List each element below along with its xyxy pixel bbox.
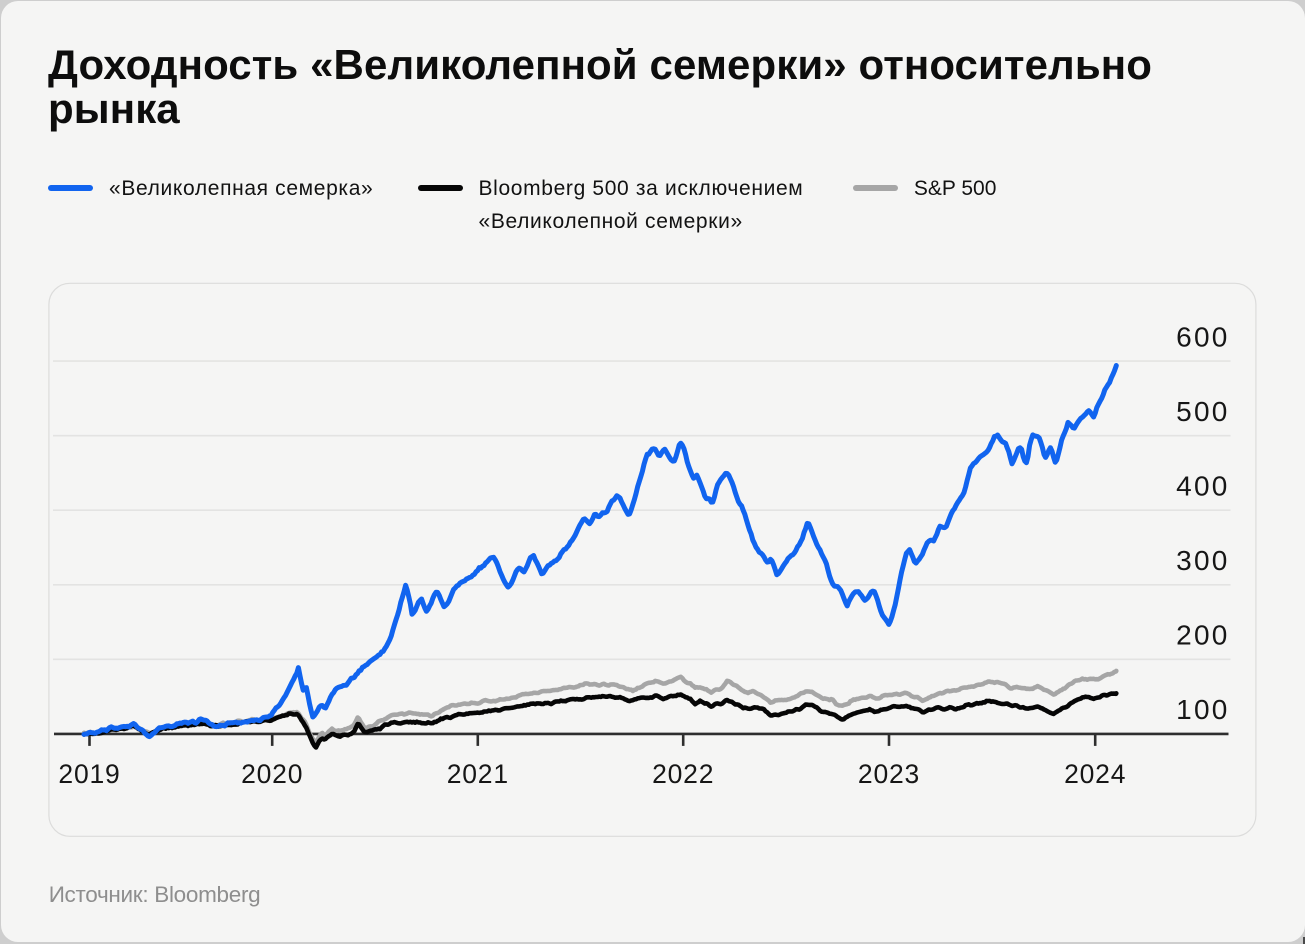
svg-text:2023: 2023 [858,759,920,789]
svg-text:2022: 2022 [652,759,714,789]
svg-text:200: 200 [1176,620,1229,651]
svg-text:300: 300 [1176,545,1229,576]
svg-text:2024: 2024 [1064,759,1126,789]
svg-text:500: 500 [1176,396,1229,427]
svg-text:2021: 2021 [447,759,509,789]
svg-text:400: 400 [1176,471,1229,502]
svg-text:100: 100 [1176,694,1229,725]
svg-text:2020: 2020 [241,759,303,789]
svg-text:2019: 2019 [58,759,120,789]
svg-text:600: 600 [1176,321,1229,352]
